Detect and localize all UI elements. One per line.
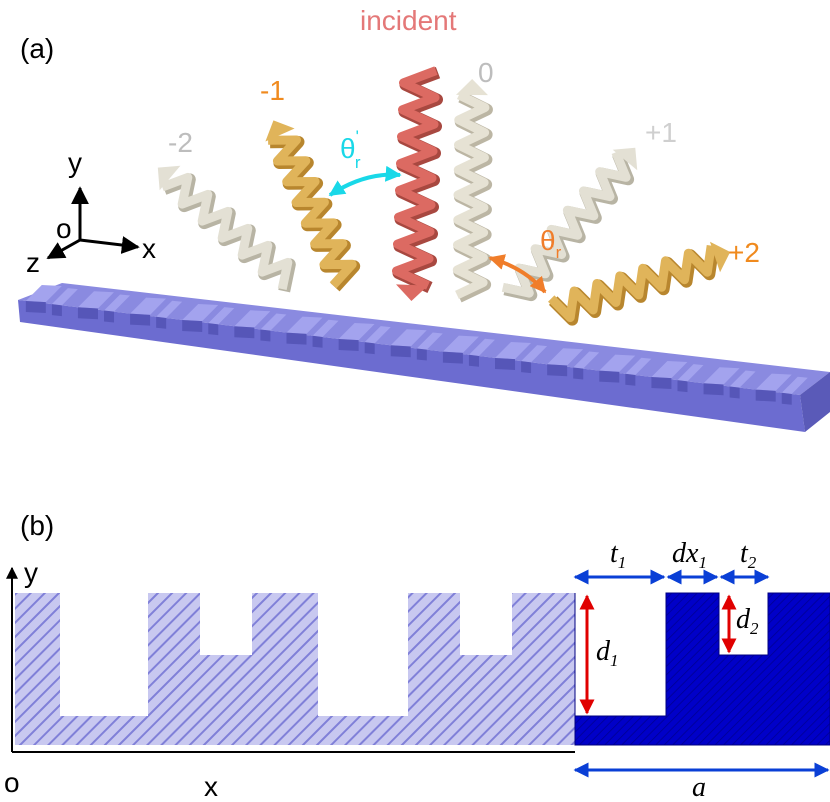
wave [551, 246, 711, 318]
dimension-label: d2 [736, 604, 759, 638]
tooth-side [313, 336, 323, 348]
tooth-side [339, 339, 359, 351]
incident-label: incident [360, 5, 457, 36]
order-label: -1 [260, 75, 285, 106]
axes-3d: y o z x [26, 147, 156, 278]
symbol: d [736, 604, 751, 635]
tooth-side [417, 348, 427, 360]
dimension-label: t1 [610, 538, 626, 572]
tooth-side [104, 310, 114, 322]
dimension-label: d1 [596, 636, 619, 670]
axis-label: o [4, 767, 20, 798]
subscript: 1 [618, 553, 627, 572]
subscript: 2 [750, 619, 759, 638]
tooth-side [260, 329, 270, 341]
grating [18, 283, 830, 432]
angle-label: θ' r [340, 127, 361, 172]
panel-label: (a) [20, 33, 54, 64]
axis-label: y [68, 147, 82, 178]
tooth-side [599, 371, 619, 383]
tooth-side [234, 326, 254, 338]
tooth-side [52, 304, 62, 316]
tooth-side [130, 314, 150, 326]
order-label: +1 [645, 117, 677, 148]
axis-label: z [26, 247, 40, 278]
angle-arc [330, 175, 400, 195]
wave-head [396, 284, 428, 301]
grating-profile [15, 593, 575, 745]
tooth-side [651, 377, 671, 389]
symbol: d [596, 636, 611, 667]
order-label: -2 [168, 127, 193, 158]
subscript: 2 [748, 553, 757, 572]
subscript: r [355, 153, 361, 172]
tooth-side [704, 383, 724, 395]
tooth-side [156, 317, 166, 329]
symbol: θ [540, 225, 556, 256]
panel-label: (b) [20, 510, 54, 541]
tooth-side [756, 390, 776, 402]
page: {"panel_a": {"label": "(a)", "incident":… [0, 0, 830, 802]
tooth-side [443, 352, 463, 364]
symbol: θ [340, 133, 356, 164]
tooth-side [677, 380, 687, 392]
tooth-side [286, 333, 306, 345]
tooth-side [365, 342, 375, 354]
tooth-side [521, 361, 531, 373]
tooth-side [730, 386, 740, 398]
tooth-side [573, 367, 583, 379]
tooth-side [782, 393, 792, 405]
figure: (a) incident -2 -1 0 +1 +2 θ'r θr y o z … [0, 0, 830, 802]
order-label: +2 [728, 237, 760, 268]
tooth-side [547, 364, 567, 376]
subscript: 1 [698, 553, 707, 572]
tooth-side [78, 307, 98, 319]
tooth-side [182, 320, 202, 332]
subscript: 1 [610, 651, 619, 670]
tooth-side [469, 355, 479, 367]
tooth-side [391, 345, 411, 357]
superscript: ' [356, 127, 359, 146]
axis-label: x [142, 233, 156, 264]
symbol: dx [672, 538, 699, 569]
subscript: r [556, 243, 562, 262]
axis-label: o [56, 213, 72, 244]
order-label: 0 [478, 57, 494, 88]
axis-label: x [204, 771, 218, 802]
axis-label: y [24, 557, 38, 588]
tooth-side [208, 323, 218, 335]
diffracted-waves [158, 71, 730, 320]
dimension-label: t2 [740, 538, 757, 572]
dimension-label: dx1 [672, 538, 707, 572]
tooth-side [625, 374, 635, 386]
tooth-side [26, 301, 46, 313]
wave [162, 177, 288, 289]
tooth-side [495, 358, 515, 370]
dimension-label: a [692, 772, 706, 802]
